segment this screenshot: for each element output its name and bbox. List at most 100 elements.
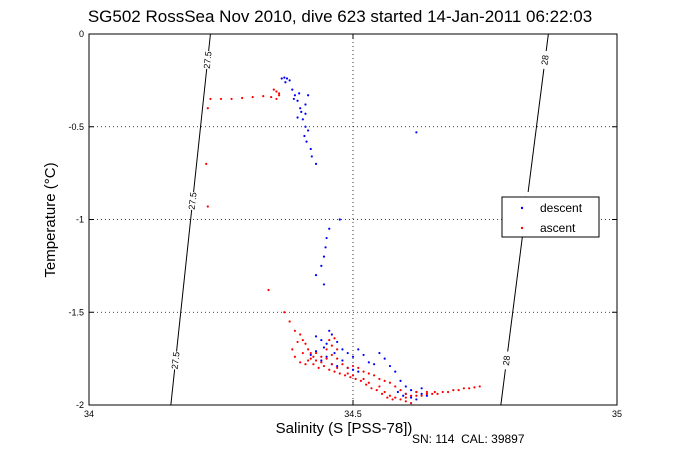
point-descent (367, 361, 370, 364)
point-ascent (320, 355, 323, 358)
isopycnal-label-bg (499, 350, 514, 371)
point-descent (309, 353, 312, 357)
point-ascent (230, 97, 233, 101)
point-ascent (293, 329, 297, 332)
point-descent (296, 99, 299, 102)
point-ascent (299, 333, 302, 336)
x-axis-label: Salinity (S [PSS-78]) (276, 420, 413, 437)
point-ascent (301, 338, 304, 342)
point-descent (325, 355, 328, 358)
point-descent (299, 107, 302, 110)
point-ascent (433, 390, 436, 394)
point-ascent (351, 374, 355, 377)
y-axis-label: Temperature (°C) (42, 162, 59, 277)
point-ascent (425, 390, 429, 394)
point-descent (284, 81, 287, 84)
point-descent (296, 116, 299, 119)
point-descent (325, 236, 328, 240)
point-descent (314, 335, 318, 338)
point-descent (415, 131, 418, 134)
point-ascent (359, 379, 363, 382)
y-tick-label: -0.5 (68, 122, 84, 132)
point-ascent (219, 97, 223, 101)
point-ascent (420, 394, 423, 397)
point-ascent (262, 95, 265, 98)
point-descent (314, 274, 318, 277)
data-points (205, 76, 481, 405)
point-ascent (241, 96, 244, 100)
point-ascent (367, 381, 370, 384)
point-ascent (336, 348, 339, 351)
point-ascent (375, 389, 378, 392)
legend: descent ascent (501, 196, 600, 238)
point-ascent (391, 398, 394, 401)
point-descent (314, 162, 318, 165)
point-ascent (299, 361, 302, 364)
point-descent (304, 112, 307, 115)
isopycnal-label: 28 (501, 355, 512, 366)
point-ascent (333, 370, 336, 373)
point-descent (328, 329, 331, 332)
isopycnal-label: 27.5 (202, 51, 214, 69)
point-ascent (206, 107, 209, 110)
point-ascent (330, 363, 333, 366)
point-ascent (272, 88, 275, 91)
point-ascent (307, 359, 310, 362)
point-descent (303, 134, 306, 138)
isopycnal-label-bg (537, 50, 553, 70)
footer-serial: SN: 114 CAL: 39897 (412, 432, 525, 446)
point-ascent (288, 320, 291, 323)
point-descent (409, 389, 413, 392)
point-descent (399, 379, 402, 382)
point-ascent (362, 377, 365, 381)
point-ascent (409, 394, 413, 397)
point-ascent (336, 366, 339, 369)
point-ascent (373, 374, 376, 377)
point-descent (320, 338, 323, 342)
point-ascent (388, 394, 392, 397)
point-descent (322, 255, 326, 258)
point-ascent (365, 383, 368, 386)
point-ascent (336, 357, 339, 360)
point-ascent (346, 372, 349, 375)
point-ascent (205, 162, 208, 165)
point-ascent (317, 366, 320, 369)
legend-label-descent: descent (540, 201, 583, 215)
point-ascent (322, 364, 326, 368)
y-tick-label: 0 (79, 29, 84, 39)
point-ascent (275, 90, 278, 93)
point-ascent (404, 400, 407, 403)
point-descent (341, 359, 344, 362)
point-descent (394, 370, 397, 373)
point-ascent (357, 366, 360, 369)
point-descent (280, 77, 283, 80)
point-ascent (330, 353, 333, 357)
point-descent (300, 110, 303, 114)
point-ascent (293, 355, 297, 358)
point-descent (301, 118, 304, 121)
point-descent (415, 398, 418, 401)
point-descent (322, 346, 326, 349)
point-ascent (330, 344, 333, 347)
point-ascent (478, 385, 481, 388)
point-ascent (320, 361, 323, 364)
point-ascent (341, 363, 344, 366)
point-ascent (394, 396, 397, 399)
point-descent (307, 94, 310, 97)
point-ascent (349, 376, 352, 379)
point-descent (330, 333, 333, 336)
legend-marker-descent (520, 206, 524, 210)
isopycnal-label-bg (200, 50, 215, 70)
legend-label-ascent: ascent (540, 221, 576, 235)
point-ascent (338, 372, 341, 375)
point-descent (338, 218, 341, 221)
point-ascent (386, 396, 389, 399)
point-descent (298, 92, 301, 95)
point-ascent (307, 348, 310, 351)
point-ascent (325, 357, 328, 360)
point-ascent (404, 392, 407, 395)
point-descent (378, 351, 381, 355)
point-descent (420, 387, 423, 390)
point-descent (320, 359, 323, 362)
point-ascent (404, 396, 407, 399)
